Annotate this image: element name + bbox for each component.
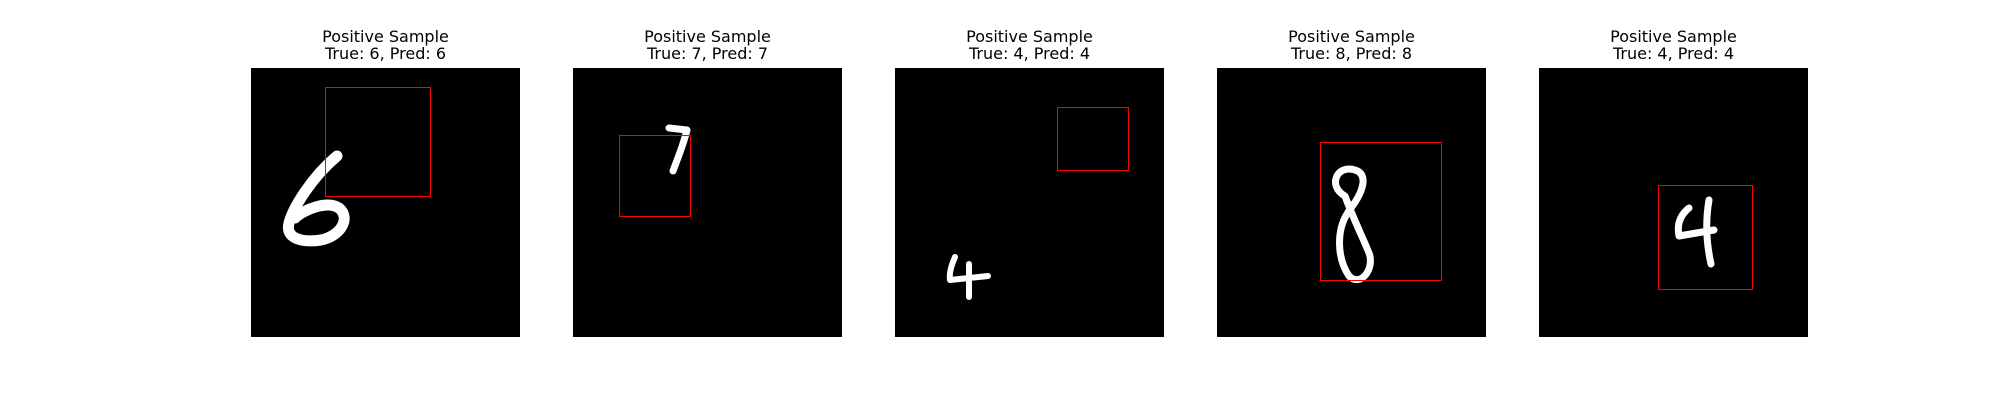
bounding-box — [1057, 107, 1129, 171]
bounding-box — [619, 135, 691, 217]
sample-panel-2: Positive Sample True: 7, Pred: 7 — [573, 0, 842, 400]
bounding-box — [1320, 142, 1442, 281]
sample-panel-4: Positive Sample True: 8, Pred: 8 — [1217, 0, 1486, 400]
panel-caption: True: 6, Pred: 6 — [324, 44, 447, 63]
bounding-box — [325, 87, 431, 197]
sample-panel-3: Positive Sample True: 4, Pred: 4 — [895, 0, 1164, 400]
panel-heading: Positive Sample — [644, 27, 771, 46]
digit-6-glyph — [282, 150, 350, 247]
sample-panel-5: Positive Sample True: 4, Pred: 4 — [1539, 0, 1808, 400]
panel-caption: True: 7, Pred: 7 — [646, 44, 769, 63]
digit-image — [251, 68, 520, 337]
panel-title: Positive Sample True: 8, Pred: 8 — [1157, 28, 1546, 62]
bounding-box — [1658, 185, 1753, 290]
digit-image — [1539, 68, 1808, 337]
panel-heading: Positive Sample — [966, 27, 1093, 46]
sample-panel-1: Positive Sample True: 6, Pred: 6 — [251, 0, 520, 400]
panel-caption: True: 4, Pred: 4 — [1612, 44, 1735, 63]
panel-heading: Positive Sample — [1610, 27, 1737, 46]
panel-title: Positive Sample True: 6, Pred: 6 — [191, 28, 580, 62]
digit-8-glyph — [1332, 165, 1374, 284]
digit-4-glyph — [946, 254, 991, 300]
digit-image — [895, 68, 1164, 337]
digit-image — [573, 68, 842, 337]
panel-caption: True: 4, Pred: 4 — [968, 44, 1091, 63]
panel-title: Positive Sample True: 4, Pred: 4 — [1479, 28, 1868, 62]
panel-heading: Positive Sample — [1288, 27, 1415, 46]
digit-image — [1217, 68, 1486, 337]
digit-4-glyph — [1674, 196, 1718, 268]
panel-title: Positive Sample True: 4, Pred: 4 — [835, 28, 1224, 62]
panel-heading: Positive Sample — [322, 27, 449, 46]
panel-caption: True: 8, Pred: 8 — [1290, 44, 1413, 63]
panel-title: Positive Sample True: 7, Pred: 7 — [513, 28, 902, 62]
digit-7-glyph — [665, 124, 691, 175]
